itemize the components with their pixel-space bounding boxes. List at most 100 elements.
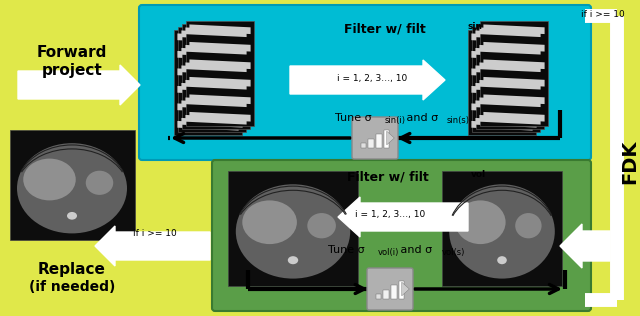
Polygon shape (479, 27, 541, 37)
Ellipse shape (243, 200, 297, 244)
FancyArrow shape (95, 226, 210, 266)
Text: sin(s): sin(s) (447, 116, 470, 125)
Ellipse shape (515, 213, 541, 238)
Bar (391, 285, 397, 299)
Polygon shape (186, 63, 246, 72)
Polygon shape (472, 33, 532, 43)
Polygon shape (181, 65, 243, 75)
Text: project: project (42, 63, 102, 78)
Polygon shape (479, 63, 541, 72)
Ellipse shape (86, 171, 113, 195)
Text: Tune σ: Tune σ (335, 113, 372, 123)
Polygon shape (479, 97, 541, 107)
Ellipse shape (307, 213, 336, 238)
Ellipse shape (17, 143, 127, 234)
Ellipse shape (288, 256, 298, 264)
Polygon shape (181, 48, 243, 58)
Text: if i >= 10: if i >= 10 (133, 229, 177, 238)
Text: FDK: FDK (621, 140, 639, 184)
FancyArrow shape (290, 60, 445, 100)
Text: (if needed): (if needed) (29, 280, 115, 294)
Polygon shape (476, 118, 536, 128)
Polygon shape (181, 83, 243, 93)
Bar (360, 143, 366, 148)
Text: vol(s): vol(s) (442, 248, 465, 257)
Bar (399, 281, 404, 299)
Text: if i >= 10: if i >= 10 (581, 10, 625, 19)
Polygon shape (476, 83, 536, 93)
FancyBboxPatch shape (352, 117, 398, 159)
Polygon shape (387, 131, 394, 145)
Ellipse shape (236, 184, 350, 279)
Polygon shape (472, 86, 532, 95)
Bar (376, 294, 381, 299)
Text: Filter w/ filt: Filter w/ filt (344, 22, 426, 35)
Bar (182, 23, 250, 129)
Text: sin(i): sin(i) (385, 116, 406, 125)
Bar (468, 29, 536, 135)
Polygon shape (483, 112, 545, 122)
Text: i = 1, 2, 3…, 10: i = 1, 2, 3…, 10 (355, 210, 425, 220)
Polygon shape (479, 45, 541, 55)
Polygon shape (189, 24, 251, 34)
Bar (384, 130, 390, 148)
Polygon shape (177, 51, 239, 61)
Bar (472, 27, 540, 131)
Text: and σ: and σ (403, 113, 438, 123)
Polygon shape (186, 45, 246, 55)
FancyBboxPatch shape (139, 5, 591, 160)
Polygon shape (472, 121, 532, 131)
Bar (186, 21, 254, 125)
Polygon shape (483, 59, 545, 69)
Polygon shape (472, 69, 532, 78)
FancyBboxPatch shape (212, 160, 591, 311)
Polygon shape (472, 51, 532, 61)
Polygon shape (189, 42, 251, 52)
Polygon shape (483, 42, 545, 52)
Polygon shape (479, 115, 541, 125)
Polygon shape (483, 77, 545, 87)
Text: and σ: and σ (397, 245, 432, 255)
Polygon shape (483, 24, 545, 34)
Ellipse shape (497, 256, 507, 264)
Polygon shape (181, 30, 243, 40)
Polygon shape (177, 33, 239, 43)
Polygon shape (476, 100, 536, 110)
Polygon shape (402, 282, 410, 296)
Polygon shape (186, 27, 246, 37)
Text: vol: vol (471, 170, 486, 179)
Ellipse shape (23, 159, 76, 200)
Polygon shape (483, 94, 545, 104)
FancyBboxPatch shape (367, 268, 413, 310)
Polygon shape (472, 103, 532, 113)
FancyArrow shape (338, 197, 468, 237)
Ellipse shape (67, 212, 77, 220)
Bar (174, 29, 242, 135)
Polygon shape (177, 69, 239, 78)
Text: Replace: Replace (38, 262, 106, 277)
Bar (442, 171, 562, 285)
Polygon shape (181, 118, 243, 128)
Polygon shape (189, 94, 251, 104)
Text: Tune σ: Tune σ (328, 245, 365, 255)
Polygon shape (177, 86, 239, 95)
FancyArrow shape (560, 224, 610, 268)
Polygon shape (476, 65, 536, 75)
Polygon shape (189, 77, 251, 87)
Bar (476, 23, 544, 129)
Polygon shape (189, 112, 251, 122)
Polygon shape (177, 103, 239, 113)
Polygon shape (186, 115, 246, 125)
Text: vol(i): vol(i) (378, 248, 399, 257)
Bar (178, 27, 246, 131)
FancyArrow shape (18, 65, 140, 105)
Ellipse shape (449, 184, 555, 279)
Bar (376, 134, 381, 148)
Text: i = 1, 2, 3…, 10: i = 1, 2, 3…, 10 (337, 74, 407, 82)
Text: sin: sin (468, 22, 483, 31)
Bar (383, 290, 389, 299)
Polygon shape (476, 48, 536, 58)
Polygon shape (181, 100, 243, 110)
Text: Filter w/ filt: Filter w/ filt (347, 170, 429, 183)
Ellipse shape (455, 200, 506, 244)
